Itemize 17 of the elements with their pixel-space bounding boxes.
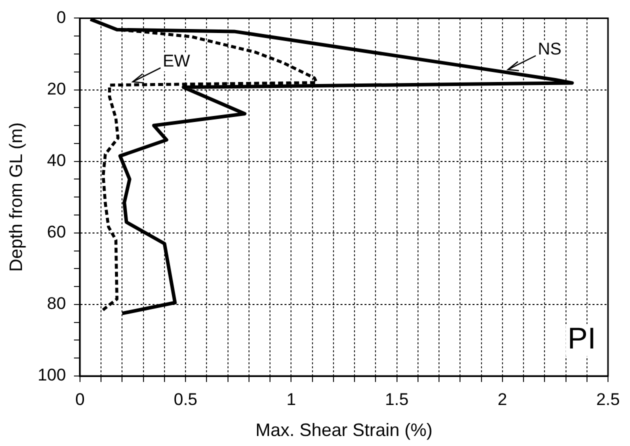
- y-tick-label: 0: [56, 8, 66, 27]
- x-tick-label: 1.5: [384, 390, 409, 409]
- x-axis-title: Max. Shear Strain (%): [255, 420, 433, 440]
- x-tick-label: 1: [286, 390, 296, 409]
- y-tick-label: 100: [38, 366, 66, 385]
- y-tick-label: 80: [47, 294, 66, 314]
- series-label: NS: [538, 39, 562, 58]
- x-tick-label: 2.5: [596, 390, 620, 409]
- x-tick-label: 2: [498, 390, 508, 409]
- x-tick-label: 0.5: [174, 390, 198, 409]
- y-tick-label: 60: [47, 222, 66, 242]
- series-label: EW: [162, 52, 190, 71]
- x-tick-label: 0: [75, 390, 85, 409]
- y-tick-label: 40: [47, 151, 66, 170]
- y-axis-title: Depth from GL (m): [6, 122, 26, 272]
- y-tick-label: 20: [47, 79, 66, 98]
- annotation: PI: [568, 322, 596, 356]
